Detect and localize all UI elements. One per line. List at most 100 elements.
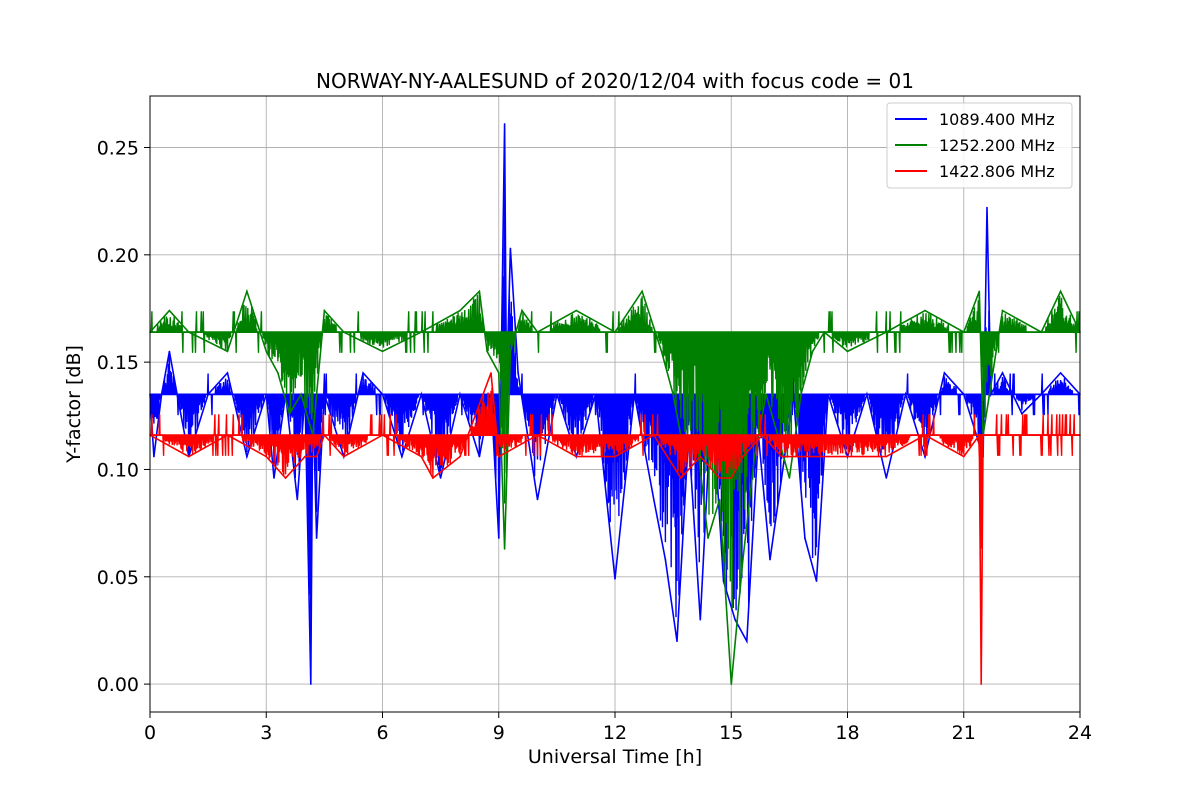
data-point bbox=[536, 331, 539, 333]
data-point bbox=[904, 393, 907, 396]
y-tick-label: 0.20 bbox=[97, 245, 139, 267]
legend: 1089.400 MHz 1252.200 MHz 1422.806 MHz bbox=[886, 102, 1073, 189]
data-point bbox=[846, 350, 849, 353]
data-point bbox=[503, 123, 506, 125]
data-point bbox=[188, 455, 190, 458]
data-point bbox=[963, 331, 965, 333]
data-point bbox=[521, 309, 523, 312]
x-tick-label: 9 bbox=[493, 722, 505, 744]
data-point bbox=[323, 393, 326, 396]
data-point bbox=[753, 455, 756, 458]
data-point bbox=[982, 434, 984, 436]
x-tick-label: 24 bbox=[1068, 722, 1092, 744]
data-point bbox=[226, 350, 229, 353]
data-point bbox=[808, 455, 810, 458]
data-point bbox=[486, 350, 488, 353]
series-2 bbox=[149, 372, 1081, 685]
data-point bbox=[420, 455, 423, 458]
data-point bbox=[885, 477, 888, 479]
data-point bbox=[924, 309, 926, 312]
x-tick-label: 6 bbox=[376, 722, 388, 744]
data-point bbox=[207, 393, 209, 396]
y-tick-label: 0.25 bbox=[97, 138, 139, 160]
data-point bbox=[168, 350, 171, 353]
data-point bbox=[990, 393, 992, 396]
data-point bbox=[734, 618, 736, 621]
data-point bbox=[509, 247, 512, 250]
series-line-2 bbox=[149, 372, 1080, 685]
series-layer bbox=[149, 123, 1081, 685]
data-point bbox=[614, 331, 616, 333]
y-tick-label: 0.05 bbox=[97, 567, 139, 589]
data-point bbox=[362, 372, 364, 374]
data-point bbox=[846, 455, 849, 458]
data-point bbox=[980, 683, 982, 685]
data-point bbox=[323, 309, 326, 312]
data-point bbox=[614, 455, 616, 458]
data-point bbox=[498, 537, 500, 539]
data-point bbox=[296, 498, 299, 501]
y-tick-label: 0.15 bbox=[97, 352, 139, 374]
data-point bbox=[633, 393, 636, 396]
data-point bbox=[439, 477, 442, 479]
x-tick-label: 0 bbox=[144, 722, 156, 744]
data-point bbox=[420, 393, 423, 396]
data-point bbox=[575, 455, 578, 458]
data-point bbox=[1001, 309, 1004, 312]
series-1 bbox=[149, 288, 1081, 685]
data-point bbox=[401, 455, 403, 458]
data-point bbox=[478, 455, 481, 458]
y-tick-label: 0.10 bbox=[97, 459, 139, 481]
data-point bbox=[246, 290, 248, 293]
x-tick-label: 21 bbox=[952, 722, 976, 744]
series-line-1 bbox=[149, 288, 1081, 685]
x-tick-label: 12 bbox=[603, 722, 627, 744]
data-point bbox=[707, 537, 709, 539]
x-axis-label: Universal Time [h] bbox=[528, 746, 702, 768]
data-point bbox=[310, 683, 312, 685]
data-point bbox=[188, 331, 190, 333]
data-point bbox=[1059, 290, 1062, 293]
data-point bbox=[323, 434, 326, 436]
data-point bbox=[498, 372, 500, 374]
data-point bbox=[517, 372, 519, 374]
data-point bbox=[641, 290, 643, 293]
data-point bbox=[664, 558, 667, 561]
data-point bbox=[742, 455, 744, 458]
data-point bbox=[780, 455, 783, 458]
data-point bbox=[924, 434, 926, 436]
data-point bbox=[226, 434, 229, 436]
data-point bbox=[730, 683, 733, 685]
data-point bbox=[730, 477, 733, 479]
data-point bbox=[509, 350, 512, 353]
data-point bbox=[594, 393, 597, 396]
data-point bbox=[432, 477, 434, 479]
x-tick-label: 18 bbox=[835, 722, 859, 744]
data-point bbox=[746, 640, 748, 642]
data-point bbox=[1001, 434, 1004, 436]
data-point bbox=[1059, 372, 1062, 374]
data-point bbox=[168, 309, 171, 312]
data-point bbox=[343, 455, 345, 458]
data-point bbox=[153, 455, 155, 458]
data-point bbox=[478, 290, 481, 293]
data-point bbox=[459, 455, 461, 458]
data-point bbox=[265, 393, 268, 396]
y-tick-label: 0.00 bbox=[97, 674, 139, 696]
x-tick-label: 15 bbox=[719, 722, 743, 744]
data-point bbox=[536, 434, 539, 436]
data-point bbox=[536, 498, 539, 501]
data-point bbox=[315, 455, 318, 458]
data-point bbox=[160, 393, 163, 396]
data-point bbox=[823, 331, 826, 333]
x-tick-label: 3 bbox=[260, 722, 272, 744]
data-point bbox=[653, 498, 655, 501]
legend-label: 1422.806 MHz bbox=[939, 162, 1055, 181]
data-point bbox=[885, 455, 888, 458]
data-point bbox=[761, 434, 764, 436]
data-point bbox=[176, 393, 178, 396]
data-point bbox=[718, 477, 721, 479]
data-point bbox=[676, 640, 678, 642]
data-point bbox=[788, 477, 791, 479]
